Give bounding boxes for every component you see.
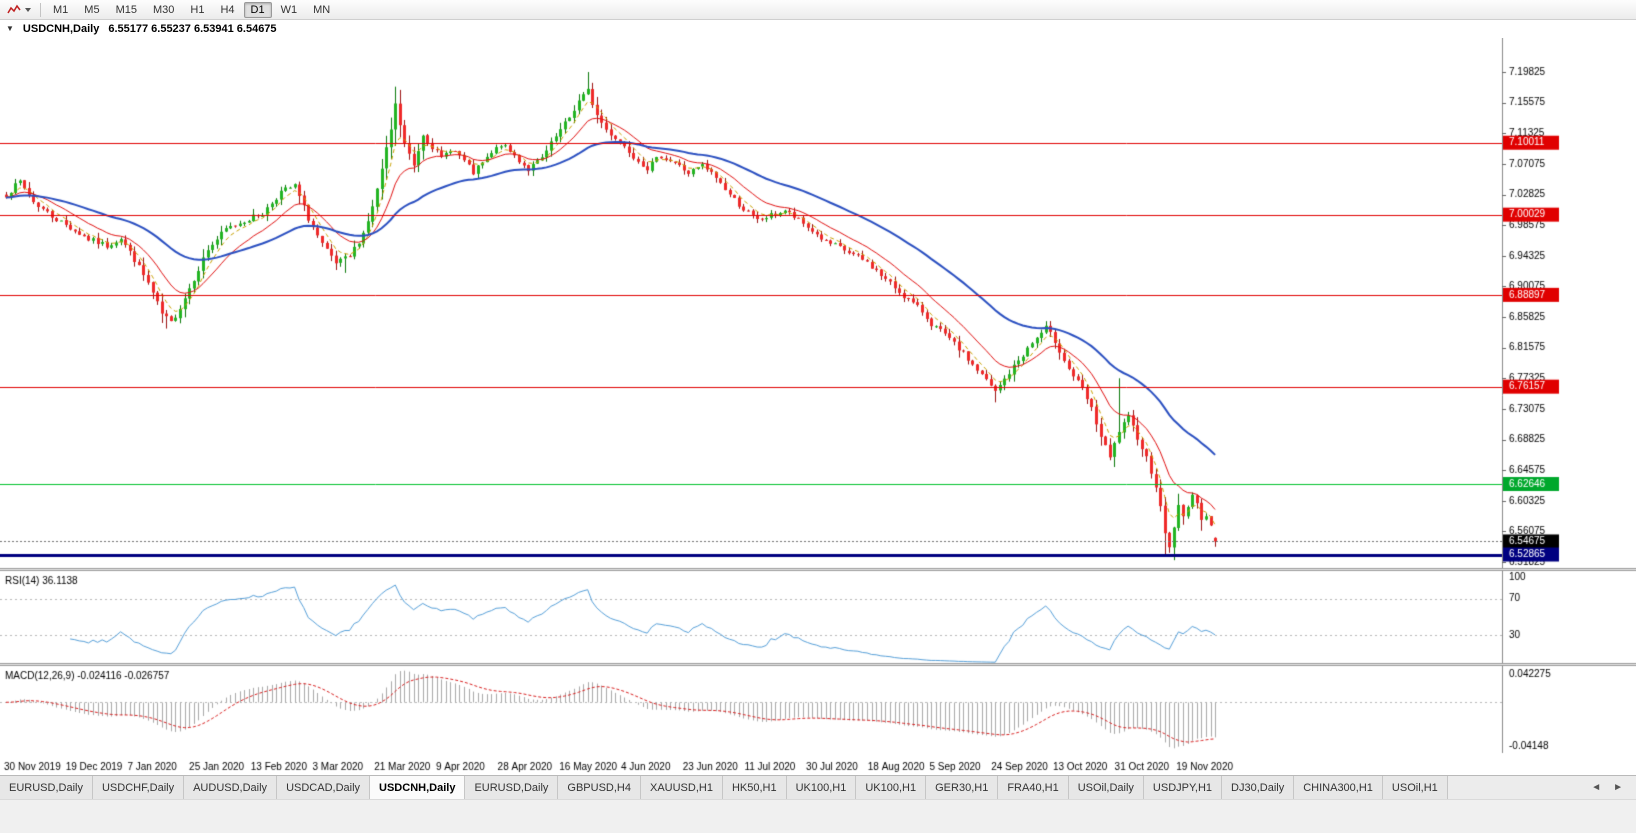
- tab-uk100-h1[interactable]: UK100,H1: [856, 776, 927, 799]
- tab-hk50-h1[interactable]: HK50,H1: [722, 776, 787, 799]
- timeframe-mn[interactable]: MN: [313, 3, 331, 16]
- tabs-scroll-right-button[interactable]: ►: [1613, 782, 1623, 793]
- timeframe-d1[interactable]: D1: [243, 1, 272, 18]
- timeframe-bar: M1 M5 M15 M30 H1 H4 D1 W1 MN: [46, 1, 337, 18]
- tab-usoil-h1[interactable]: USOil,H1: [1382, 776, 1448, 799]
- tab-gbpusd-h4[interactable]: GBPUSD,H4: [558, 776, 641, 799]
- tab-fra40-h1[interactable]: FRA40,H1: [998, 776, 1069, 799]
- chevron-down-icon[interactable]: [25, 7, 31, 12]
- chart-ohlc-values: 6.55177 6.55237 6.53941 6.54675: [108, 23, 277, 35]
- tab-usoil-daily[interactable]: USOil,Daily: [1068, 776, 1144, 799]
- status-bar: [0, 799, 1636, 833]
- price-chart-canvas[interactable]: [0, 38, 1636, 775]
- line-chart-icon[interactable]: [4, 2, 24, 18]
- tab-list: EURUSD,Daily USDCHF,Daily AUDUSD,Daily USDC…: [0, 776, 1448, 799]
- chart-tab-bar: EURUSD,Daily USDCHF,Daily AUDUSD,Daily USDC…: [0, 775, 1636, 799]
- tab-usdjpy-h1[interactable]: USDJPY,H1: [1143, 776, 1223, 799]
- timeframe-m1[interactable]: M1: [53, 3, 69, 16]
- timeframe-w1[interactable]: W1: [280, 3, 298, 16]
- chart-symbol-title: USDCNH,Daily: [22, 23, 100, 35]
- timeframe-h1[interactable]: H1: [190, 3, 205, 16]
- tab-audusd-daily[interactable]: AUDUSD,Daily: [184, 776, 278, 799]
- timeframe-m15[interactable]: M15: [115, 3, 137, 16]
- tab-eurusd-daily[interactable]: EURUSD,Daily: [0, 776, 93, 799]
- tab-usdcnh-daily[interactable]: USDCNH,Daily: [370, 776, 466, 799]
- tab-xauusd-h1[interactable]: XAUUSD,H1: [640, 776, 723, 799]
- tab-uk100-h1[interactable]: UK100,H1: [786, 776, 857, 799]
- timeframe-m30[interactable]: M30: [152, 3, 175, 16]
- tab-china300-h1[interactable]: CHINA300,H1: [1294, 776, 1383, 799]
- tab-scroll-arrows: ◄ ►: [1578, 776, 1636, 799]
- toolbar-separator: [40, 2, 41, 17]
- tab-ger30-h1[interactable]: GER30,H1: [926, 776, 999, 799]
- tab-usdchf-daily[interactable]: USDCHF,Daily: [92, 776, 185, 799]
- tab-eurusd-daily[interactable]: EURUSD,Daily: [465, 776, 559, 799]
- timeframe-h4[interactable]: H4: [220, 3, 235, 16]
- chart-header: ▼ USDCNH,Daily 6.55177 6.55237 6.53941 6…: [0, 20, 1636, 38]
- top-toolbar: M1 M5 M15 M30 H1 H4 D1 W1 MN: [0, 0, 1636, 20]
- tab-dj30-daily[interactable]: DJ30,Daily: [1222, 776, 1295, 799]
- timeframe-m5[interactable]: M5: [84, 3, 100, 16]
- tabs-scroll-left-button[interactable]: ◄: [1591, 782, 1602, 793]
- tab-usdcad-daily[interactable]: USDCAD,Daily: [277, 776, 371, 799]
- collapse-chart-icon[interactable]: ▼: [6, 24, 14, 33]
